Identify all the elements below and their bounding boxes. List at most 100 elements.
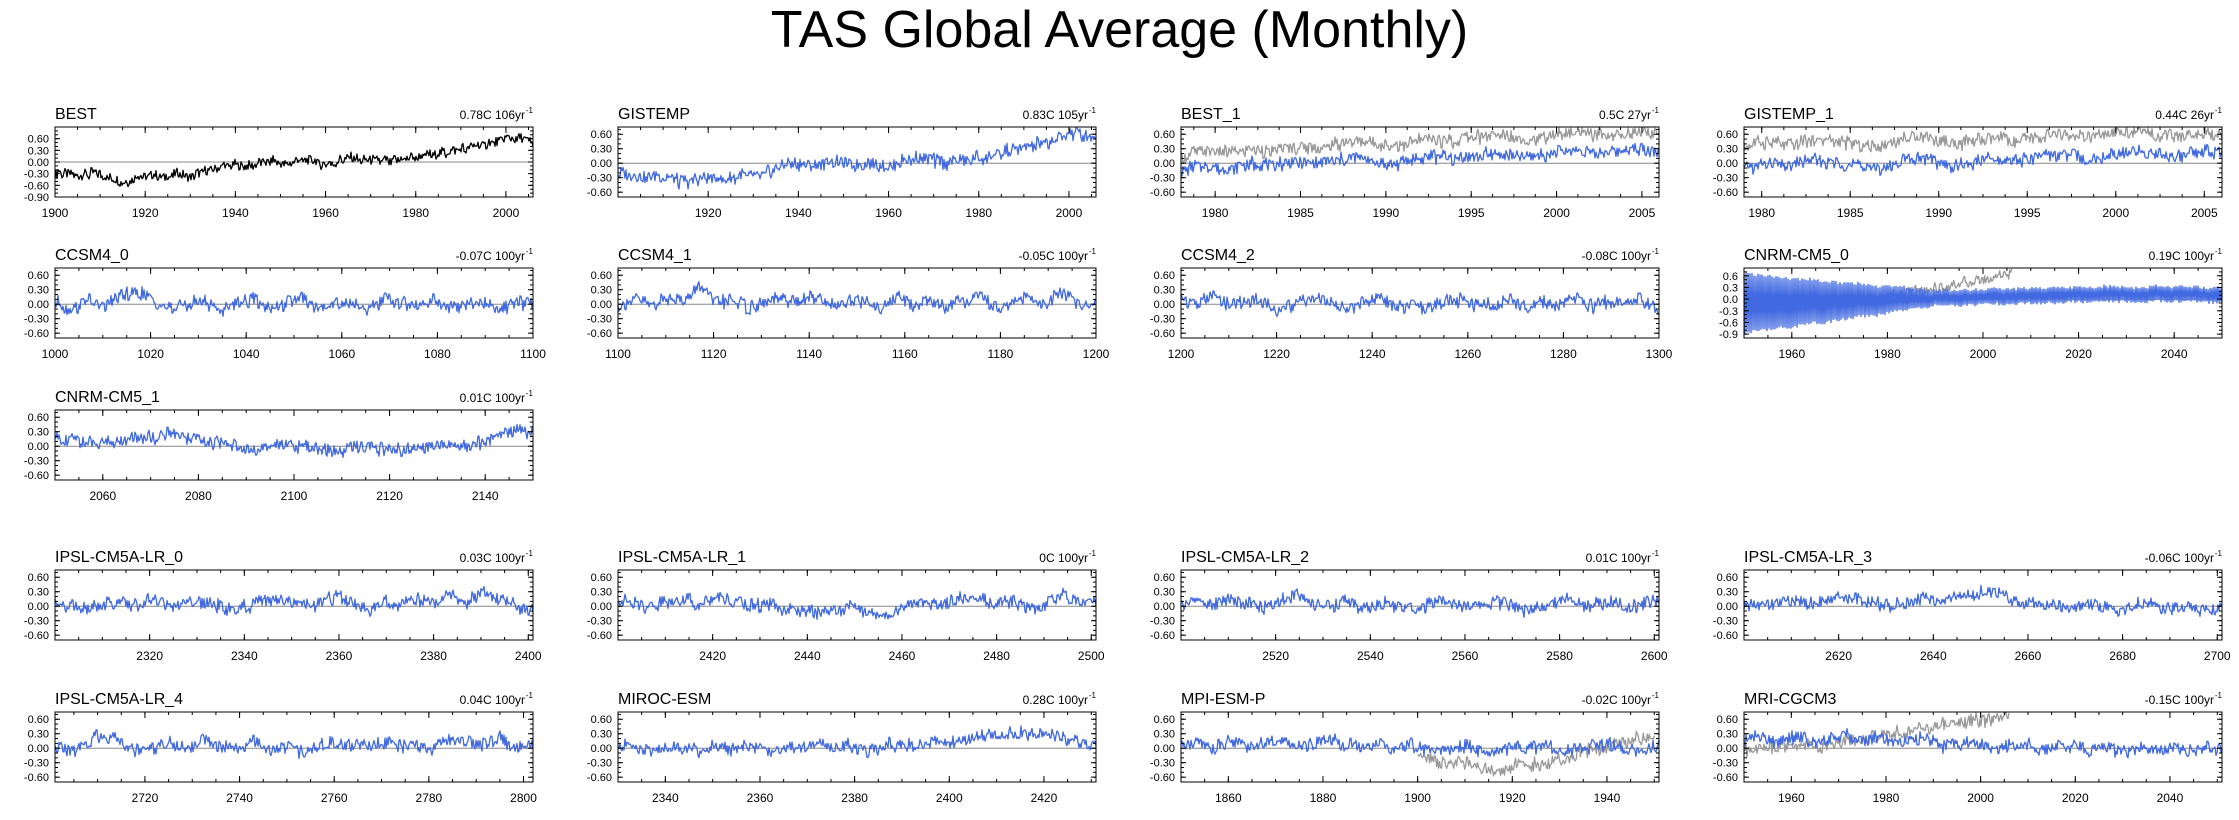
x-tick-label: 2540: [1357, 649, 1384, 663]
x-tick-label: 2040: [2161, 347, 2188, 361]
panel-title: CCSM4_0: [55, 247, 129, 264]
y-tick-label: 0.6: [1723, 271, 1738, 283]
x-tick-label: 1990: [1925, 206, 1952, 220]
y-tick-label: -0.9: [1719, 329, 1738, 341]
x-tick-label: 2640: [1920, 649, 1947, 663]
trend-label: -0.06C 100yr: [2145, 551, 2214, 565]
x-tick-label: 2360: [747, 791, 774, 805]
x-tick-label: 2380: [420, 649, 447, 663]
y-tick-label: 0.60: [28, 714, 49, 726]
x-tick-label: 1020: [137, 347, 164, 361]
y-tick-label: 0.00: [28, 601, 49, 613]
x-tick-label: 1980: [965, 206, 992, 220]
y-tick-label: -0.30: [1150, 758, 1175, 770]
trend-label: 0.19C 100yr: [2149, 249, 2214, 263]
trend-exponent: -1: [2215, 549, 2223, 558]
y-tick-label: 0.00: [1154, 299, 1175, 311]
x-tick-label: 1000: [42, 347, 69, 361]
y-tick-label: -0.60: [587, 187, 612, 199]
x-tick-label: 2020: [2062, 791, 2089, 805]
y-tick-label: 0.00: [591, 601, 612, 613]
y-tick-label: 0.60: [1717, 572, 1738, 584]
trend-exponent: -1: [2215, 247, 2223, 256]
y-tick-label: -0.60: [1150, 630, 1175, 642]
trend-label: -0.15C 100yr: [2145, 693, 2214, 707]
trend-exponent: -1: [1652, 691, 1660, 700]
panel-ccsm4-0: CCSM4_0 -0.07C 100yr -1 0.60 0.30 0.00 -0.30 -0…: [24, 247, 546, 361]
y-tick-label: -0.30: [587, 616, 612, 628]
y-tick-label: 0.00: [591, 299, 612, 311]
panel-title: BEST: [55, 106, 97, 123]
panel-ccsm4-1: CCSM4_1 -0.05C 100yr -1 0.60 0.30 0.00 -0.30 -0…: [587, 247, 1110, 361]
x-tick-label: 1260: [1454, 347, 1481, 361]
y-tick-label: 0.00: [1154, 743, 1175, 755]
x-tick-label: 2480: [983, 649, 1010, 663]
y-tick-label: -0.30: [24, 314, 49, 326]
x-tick-label: 2080: [185, 489, 212, 503]
panel-gistemp-1: GISTEMP_1 0.44C 26yr -1 0.60 0.30 0.00 -0.30 -0…: [1713, 106, 2223, 220]
page-title: TAS Global Average (Monthly): [770, 1, 1469, 59]
y-tick-label: 0.30: [591, 144, 612, 156]
x-tick-label: 2040: [2157, 791, 2184, 805]
panel-ipsl-cm5a-lr-0: IPSL-CM5A-LR_0 0.03C 100yr -1 0.60 0.30 0.00 -…: [24, 549, 542, 663]
y-tick-label: -0.60: [24, 470, 49, 482]
y-tick-label: 0.00: [591, 743, 612, 755]
x-tick-label: 1990: [1373, 206, 1400, 220]
x-tick-label: 1900: [42, 206, 69, 220]
x-tick-label: 2005: [2191, 206, 2218, 220]
trend-label: 0.83C 105yr: [1023, 108, 1088, 122]
x-tick-label: 1200: [1168, 347, 1195, 361]
trend-label: -0.07C 100yr: [456, 249, 525, 263]
x-tick-label: 2500: [1078, 649, 1105, 663]
y-tick-label: 0.60: [591, 572, 612, 584]
panel-title: IPSL-CM5A-LR_1: [618, 549, 746, 566]
panel-title: IPSL-CM5A-LR_4: [55, 691, 183, 708]
series-line-model: [1743, 584, 2222, 617]
y-tick-label: 0.00: [28, 441, 49, 453]
y-tick-label: 0.60: [28, 270, 49, 282]
y-tick-label: 0.00: [1154, 158, 1175, 170]
y-tick-label: 0.30: [1717, 587, 1738, 599]
x-tick-label: 2340: [652, 791, 679, 805]
y-tick-label: -0.30: [1150, 173, 1175, 185]
x-tick-label: 1880: [1310, 791, 1337, 805]
x-tick-label: 2580: [1546, 649, 1573, 663]
y-tick-label: 0.30: [591, 729, 612, 741]
y-tick-label: 0.60: [1154, 714, 1175, 726]
panel-gistemp: GISTEMP 0.83C 105yr -1 0.60 0.30 0.00 -0.30 -0.…: [587, 106, 1097, 220]
x-tick-label: 1960: [1778, 347, 1805, 361]
y-tick-label: -0.60: [24, 772, 49, 784]
x-tick-label: 2340: [231, 649, 258, 663]
trend-label: -0.05C 100yr: [1019, 249, 1088, 263]
y-tick-label: -0.30: [24, 169, 49, 181]
y-tick-label: -0.60: [1713, 630, 1738, 642]
plot-frame: [54, 711, 534, 783]
panel-ccsm4-2: CCSM4_2 -0.08C 100yr -1 0.60 0.30 0.00 -0.30 -0…: [1150, 247, 1673, 361]
y-tick-label: -0.30: [24, 758, 49, 770]
panel-mri-cgcm3: MRI-CGCM3 -0.15C 100yr -1 0.60 0.30 0.00 -0.30…: [1713, 691, 2223, 805]
panel-title: GISTEMP_1: [1744, 106, 1834, 123]
x-tick-label: 2560: [1452, 649, 1479, 663]
series-line-model: [617, 281, 1097, 316]
y-tick-label: -0.90: [24, 192, 49, 204]
y-tick-label: 0.30: [1154, 587, 1175, 599]
y-tick-label: 0.00: [28, 157, 49, 169]
panel-cnrm-cm5-0: CNRM-CM5_0 0.19C 100yr -1 0.60.30.0-0.3-0.6…: [1719, 247, 2223, 361]
x-tick-label: 1120: [701, 347, 727, 361]
y-tick-label: -0.60: [1150, 772, 1175, 784]
y-tick-label: -0.60: [24, 180, 49, 192]
x-tick-label: 1860: [1215, 791, 1242, 805]
x-tick-label: 2720: [132, 791, 159, 805]
x-tick-label: 2000: [2102, 206, 2129, 220]
trend-label: 0.28C 100yr: [1023, 693, 1088, 707]
x-tick-label: 1940: [785, 206, 812, 220]
x-tick-label: 2700: [2204, 649, 2231, 663]
x-tick-label: 2440: [794, 649, 821, 663]
x-tick-label: 2680: [2109, 649, 2136, 663]
trend-exponent: -1: [2215, 691, 2223, 700]
y-tick-label: 0.30: [591, 285, 612, 297]
y-tick-label: -0.30: [24, 456, 49, 468]
trend-label: 0.01C 100yr: [460, 391, 525, 405]
trend-label: 0C 100yr: [1039, 551, 1088, 565]
trend-label: 0.04C 100yr: [460, 693, 525, 707]
